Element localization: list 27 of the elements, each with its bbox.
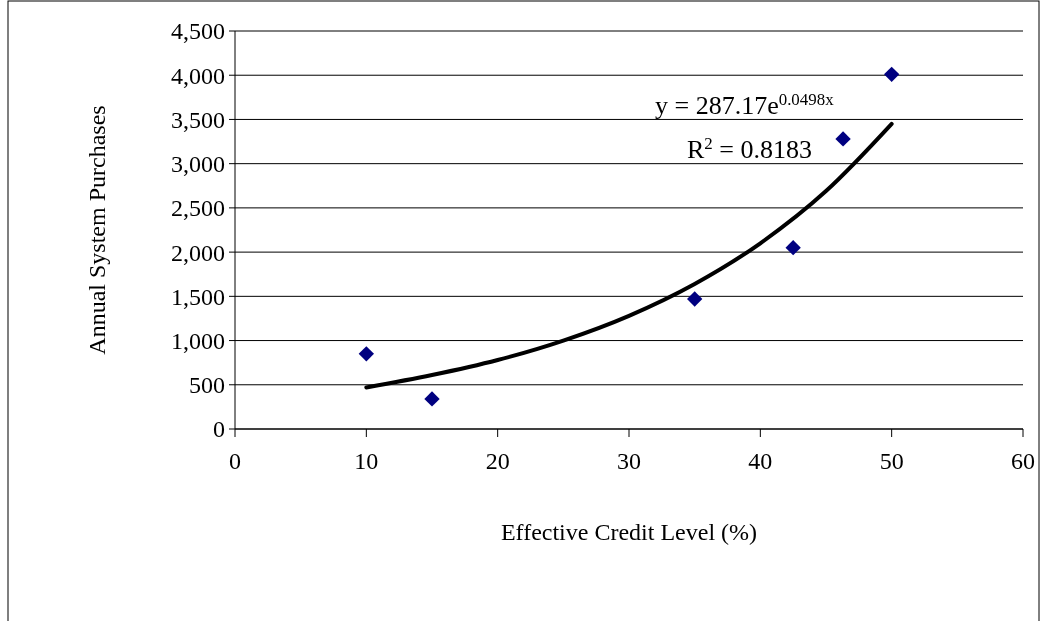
x-tick-label: 60 (1011, 448, 1035, 474)
point (424, 391, 440, 407)
x-tick-label: 20 (485, 448, 510, 474)
y-axis-title: Annual System Purchases (84, 105, 110, 355)
y-tick-label: 1,500 (171, 283, 225, 310)
y-tick-label: 3,500 (171, 106, 225, 133)
x-tick-label: 50 (879, 448, 904, 474)
point (835, 131, 851, 147)
annotation: R$^{2}$ = 0.8183 (687, 133, 812, 164)
y-tick-label: 0 (213, 416, 225, 443)
x-tick-label: 0 (229, 448, 241, 474)
x-tick-label: 40 (748, 448, 773, 474)
point (884, 66, 900, 83)
y-tick-label: 500 (189, 372, 225, 399)
x-tick-label: 30 (617, 448, 641, 474)
y-tick-label: 3,000 (171, 151, 225, 178)
y-tick-label: 2,000 (171, 239, 225, 266)
y-tick-label: 4,500 (171, 18, 225, 45)
point (687, 291, 703, 307)
y-tick-label: 4,000 (171, 62, 225, 89)
x-axis-title: Effective Credit Level (%) (500, 519, 758, 545)
point (785, 240, 801, 256)
y-tick-label: 1,000 (171, 327, 225, 354)
y-tick-label: 2,500 (171, 195, 225, 222)
annotation: y = 287.17e$^{0.0498x}$ (655, 89, 835, 120)
point (358, 346, 374, 362)
x-tick-label: 10 (354, 448, 379, 474)
